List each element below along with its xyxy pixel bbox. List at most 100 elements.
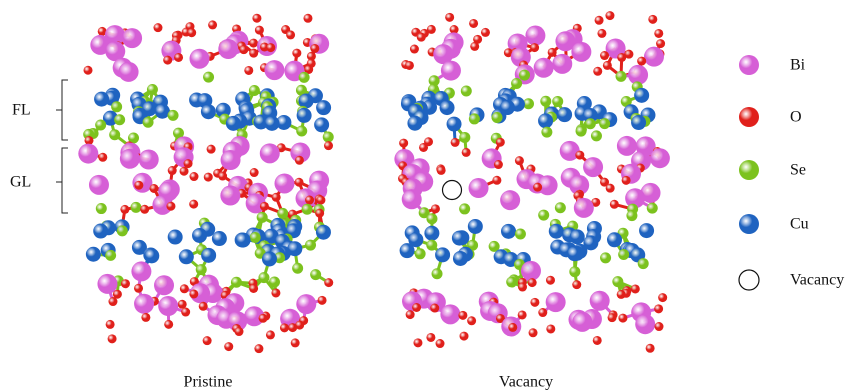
atom <box>639 223 654 238</box>
atom <box>506 277 517 288</box>
atom <box>593 67 602 76</box>
atom <box>637 57 646 66</box>
atom <box>179 249 194 264</box>
atom <box>607 232 622 247</box>
atom <box>626 210 637 221</box>
atom <box>655 322 664 331</box>
gl-bracket <box>56 148 68 213</box>
atom <box>144 248 159 263</box>
atom <box>458 311 467 320</box>
atom <box>305 240 316 251</box>
atom <box>153 23 162 32</box>
atom <box>616 71 627 82</box>
atom <box>435 247 450 262</box>
atom <box>168 166 177 175</box>
atom <box>648 15 657 24</box>
atom <box>158 296 178 316</box>
atom <box>462 148 471 157</box>
atom <box>583 157 603 177</box>
atom <box>469 178 489 198</box>
atom <box>288 323 297 332</box>
atom <box>481 28 490 37</box>
atom <box>168 110 179 121</box>
atom <box>618 314 627 323</box>
atom <box>597 29 606 38</box>
atom <box>533 183 542 192</box>
atom <box>530 43 539 52</box>
atom <box>399 139 408 148</box>
atom <box>534 58 554 78</box>
atom <box>114 114 125 125</box>
atom <box>266 330 275 339</box>
atom <box>272 193 281 202</box>
legend-label: Bi <box>790 57 806 74</box>
atom <box>207 145 216 154</box>
atom <box>650 148 670 168</box>
fl-bracket <box>56 80 68 140</box>
atom <box>95 120 106 131</box>
atom <box>595 16 604 25</box>
figure: FL GL Pristine Vacancy BiOSeCuVacancy <box>0 0 860 392</box>
atom <box>324 278 333 287</box>
atom <box>121 279 130 288</box>
atom <box>407 116 422 131</box>
atom <box>249 284 258 293</box>
atom <box>494 160 503 169</box>
atom <box>600 252 611 263</box>
atom <box>436 339 445 348</box>
atom <box>426 213 437 224</box>
atom <box>605 11 614 20</box>
atom <box>600 51 609 60</box>
atom <box>617 136 637 156</box>
atom <box>432 268 443 279</box>
atom <box>192 228 207 243</box>
atom <box>440 304 460 324</box>
atom <box>538 210 549 221</box>
atom <box>303 14 312 23</box>
atom <box>231 277 242 288</box>
atom <box>426 240 437 251</box>
atom <box>84 66 93 75</box>
atom <box>262 251 277 266</box>
atom <box>140 205 149 214</box>
atom <box>119 62 139 82</box>
atom <box>184 159 193 168</box>
atom <box>189 49 209 69</box>
atom <box>658 293 667 302</box>
atom <box>166 202 175 211</box>
atom <box>296 125 307 136</box>
atom <box>437 166 446 175</box>
atom <box>424 226 439 241</box>
atom <box>120 205 129 214</box>
atom <box>141 313 150 322</box>
atom <box>239 45 248 54</box>
atom <box>570 229 585 244</box>
atom <box>318 296 327 305</box>
atom <box>212 231 227 246</box>
atom <box>310 269 321 280</box>
atom <box>569 266 580 277</box>
atom <box>501 224 516 239</box>
legend-label: Se <box>790 162 806 179</box>
atom <box>567 246 582 261</box>
legend-swatch <box>739 270 759 290</box>
atom <box>94 92 109 107</box>
atom <box>469 19 478 28</box>
atom <box>610 200 619 209</box>
atom <box>323 132 334 143</box>
atom <box>441 61 461 81</box>
atom <box>555 202 566 213</box>
atom <box>468 219 483 234</box>
atom <box>221 150 241 170</box>
atom <box>402 189 422 209</box>
atom <box>154 275 174 295</box>
atom <box>260 143 280 163</box>
vacancy-site <box>443 181 462 200</box>
atom <box>89 175 109 195</box>
atom <box>316 100 331 115</box>
atom <box>305 196 314 205</box>
atom <box>521 261 541 281</box>
atom <box>297 108 312 123</box>
atom <box>250 232 261 243</box>
atom <box>461 85 472 96</box>
